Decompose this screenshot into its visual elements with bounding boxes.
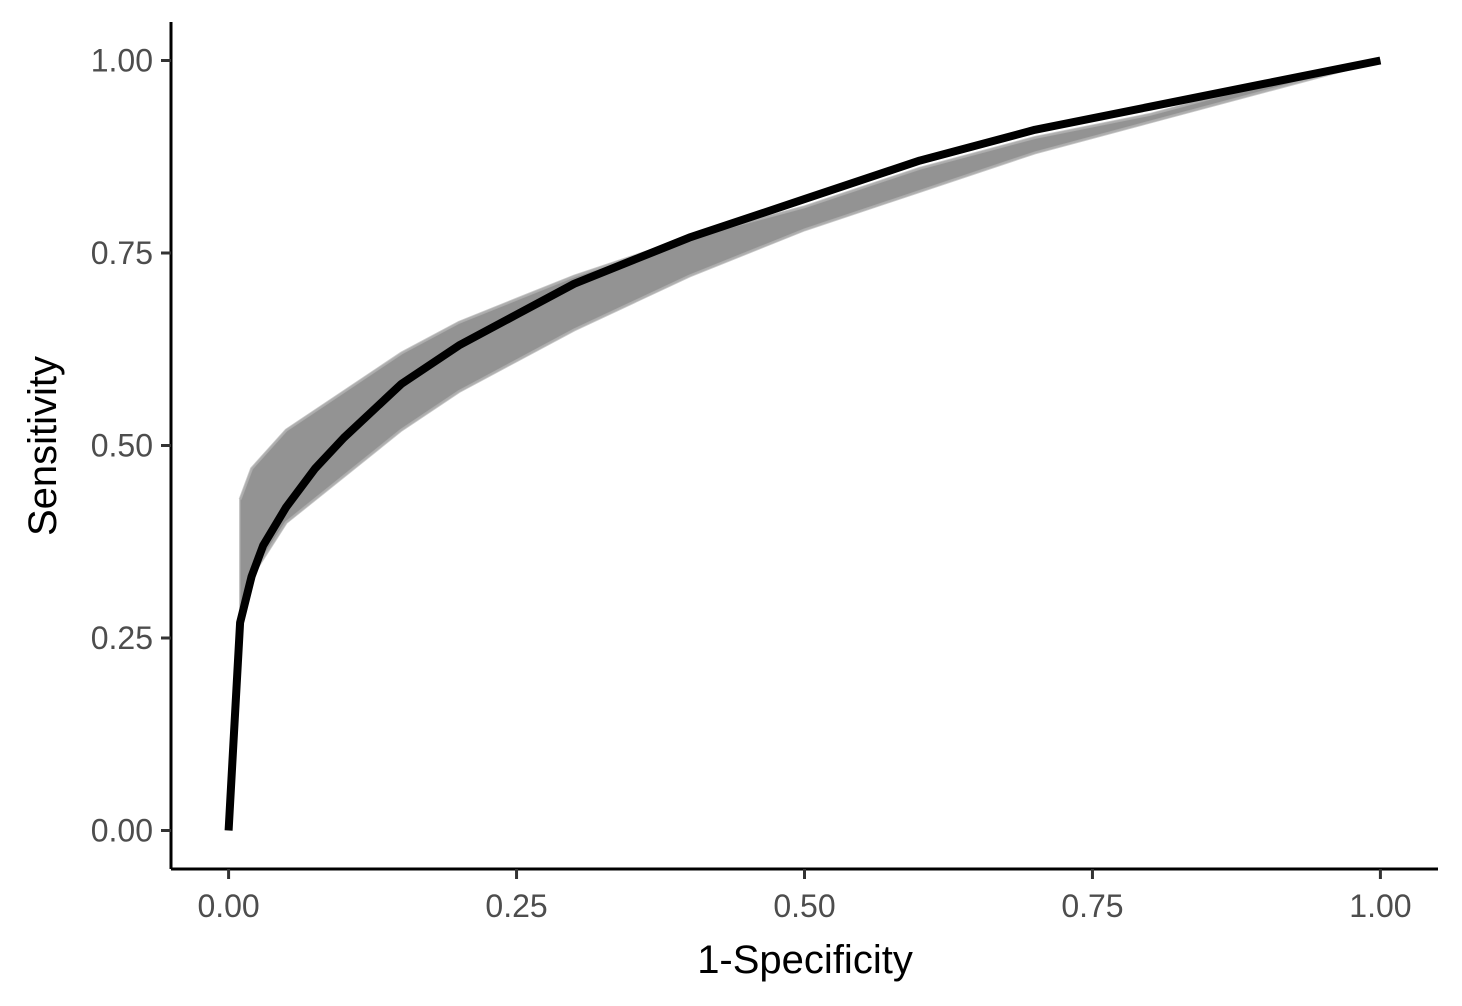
- x-tick-label: 0.00: [197, 888, 259, 924]
- x-tick-label: 0.25: [485, 888, 547, 924]
- y-tick-label: 0.50: [91, 428, 153, 464]
- confidence-band: [238, 59, 1381, 631]
- roc-curve-layer: [224, 56, 1382, 831]
- band-upper-edge: [238, 59, 1381, 500]
- x-tick-label: 0.75: [1061, 888, 1123, 924]
- y-tick-label: 0.00: [91, 813, 153, 849]
- x-tick-label: 1.00: [1349, 888, 1411, 924]
- y-tick-label: 0.75: [91, 235, 153, 271]
- roc-curve: [224, 56, 1382, 831]
- x-axis-ticks: 0.00 0.25 0.50 0.75 1.00: [197, 869, 1412, 924]
- y-tick-label: 1.00: [91, 43, 153, 79]
- x-axis-title: 1-Specificity: [697, 938, 913, 982]
- y-tick-label: 0.25: [91, 620, 153, 656]
- x-tick-label: 0.50: [773, 888, 835, 924]
- y-axis-ticks: 0.00 0.25 0.50 0.75 1.00: [91, 43, 171, 849]
- band-area: [239, 59, 1381, 631]
- y-axis-title: Sensitivity: [21, 356, 65, 536]
- band-lower-edge: [238, 59, 1381, 631]
